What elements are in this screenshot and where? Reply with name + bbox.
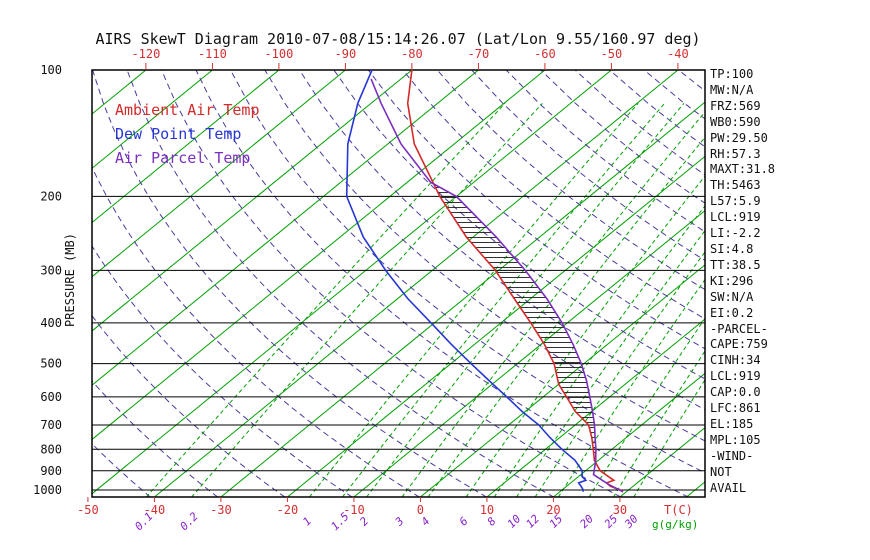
info-line: -PARCEL-	[710, 321, 768, 336]
mixing-ratio-tick-label: 10	[505, 512, 524, 531]
info-line: TH:5463	[710, 178, 761, 193]
dewpoint-curve	[345, 70, 588, 492]
bottom-temp-tick-label: 20	[546, 503, 560, 517]
info-line: LCL:919	[710, 369, 761, 384]
pressure-tick-label: 200	[40, 189, 62, 203]
top-temp-tick-label: -90	[335, 47, 357, 61]
legend-ambient-air-temp: Ambient Air Temp	[115, 101, 260, 119]
top-temp-tick-label: -40	[667, 47, 689, 61]
info-line: EL:185	[710, 416, 754, 431]
mixing-ratio-tick-label: 1	[300, 515, 314, 529]
bottom-temp-tick-label: -20	[277, 503, 299, 517]
legend-air-parcel-temp: Air Parcel Temp	[115, 149, 251, 167]
mixing-ratio-tick-label: 20	[577, 512, 596, 531]
plot-frame	[91, 69, 706, 498]
bottom-temp-tick-label: 30	[613, 503, 627, 517]
info-panel: TP:100 MW:N/A FRZ:569 WB0:590 PW:29.50 RH:57.…	[710, 67, 866, 496]
info-line: AVAIL	[710, 480, 747, 495]
pressure-tick-label: 800	[40, 442, 62, 456]
info-line: LI:-2.2	[710, 226, 761, 241]
pressure-axis-title: PRESSURE (MB)	[63, 233, 77, 327]
info-line: EI:0.2	[710, 305, 754, 320]
info-line: LFC:861	[710, 401, 761, 416]
pressure-tick-label: 100	[40, 63, 62, 77]
bottom-temp-tick-label: -10	[343, 503, 365, 517]
info-line: NOT	[710, 464, 732, 479]
top-temp-tick-label: -70	[468, 47, 490, 61]
mixing-ratio-tick-label: 12	[523, 512, 542, 531]
bottom-temp-tick-label: 0	[417, 503, 424, 517]
mixing-ratio-tick-label: 4	[419, 515, 433, 529]
mixing-ratio-tick-label: 6	[457, 514, 471, 528]
bottom-temp-tick-label: -50	[77, 503, 99, 517]
info-line: TT:38.5	[710, 257, 761, 272]
temp-unit-label: T(C)	[664, 503, 693, 517]
info-line: L57:5.9	[710, 194, 761, 209]
mixing-ratio-tick-label: 3	[392, 515, 407, 530]
dry-adiabat-lines	[92, 70, 705, 497]
cape-hatch	[430, 182, 596, 463]
ambient-temp-curve	[406, 70, 624, 493]
info-line: CAPE:759	[710, 337, 768, 352]
pressure-grid	[91, 69, 706, 498]
bottom-temp-tick-label: -40	[144, 503, 166, 517]
pressure-tick-label: 400	[40, 316, 62, 330]
isotherm-lines	[92, 70, 705, 497]
pressure-tick-label: 700	[40, 418, 62, 432]
top-temp-tick-label: -100	[264, 47, 293, 61]
pressure-tick-label: 900	[40, 464, 62, 478]
mixing-ratio-tick-label: 0.2	[178, 510, 202, 534]
info-line: FRZ:569	[710, 98, 761, 113]
info-line: WB0:590	[710, 114, 761, 129]
legend-dew-point-temp: Dew Point Temp	[115, 125, 242, 143]
mixing-unit-label: g(g/kg)	[652, 518, 698, 531]
info-line: CINH:34	[710, 353, 761, 368]
top-temp-tick-label: -120	[131, 47, 160, 61]
info-line: MPL:105	[710, 432, 761, 447]
info-line: RH:57.3	[710, 146, 761, 161]
info-line: KI:296	[710, 273, 754, 288]
top-temp-tick-label: -60	[534, 47, 556, 61]
info-line: SI:4.8	[710, 241, 754, 256]
info-line: PW:29.50	[710, 130, 768, 145]
chart-title: AIRS SkewT Diagram 2010-07-08/15:14:26.0…	[95, 30, 701, 48]
pressure-tick-label: 1000	[33, 483, 62, 497]
info-line: MAXT:31.8	[710, 162, 776, 177]
legend: Ambient Air Temp Dew Point Temp Air Parc…	[115, 98, 260, 170]
bottom-temp-tick-label: 10	[480, 503, 494, 517]
info-line: LCL:919	[710, 210, 761, 225]
info-line: SW:N/A	[710, 289, 754, 304]
info-line: -WIND-	[710, 448, 754, 463]
pressure-tick-label: 600	[40, 390, 62, 404]
pressure-tick-label: 500	[40, 357, 62, 371]
bottom-temp-tick-label: -30	[210, 503, 232, 517]
pressure-tick-label: 300	[40, 263, 62, 277]
top-temp-tick-label: -110	[198, 47, 227, 61]
sounding-curves	[345, 70, 624, 493]
top-temp-tick-label: -50	[601, 47, 623, 61]
info-line: MW:N/A	[710, 82, 754, 97]
info-line: CAP:0.0	[710, 385, 761, 400]
top-temp-tick-label: -80	[401, 47, 423, 61]
info-line: TP:100	[710, 67, 754, 81]
parcel-temp-curve	[370, 78, 624, 493]
